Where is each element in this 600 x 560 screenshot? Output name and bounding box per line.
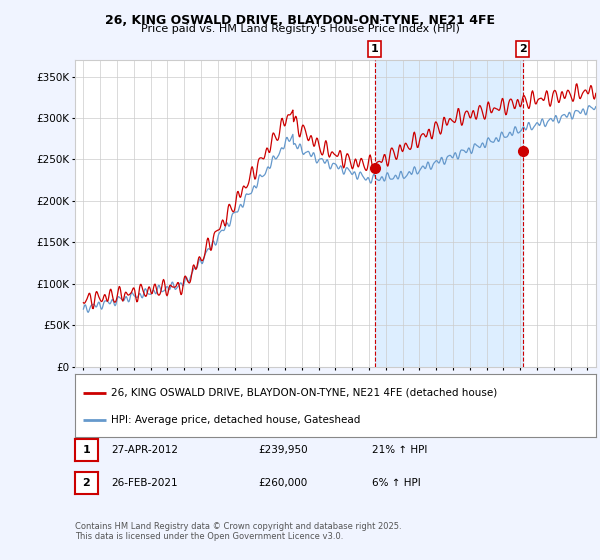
Text: 6% ↑ HPI: 6% ↑ HPI [372,478,421,488]
Text: 2: 2 [83,478,90,488]
Text: 27-APR-2012: 27-APR-2012 [111,445,178,455]
Text: 1: 1 [83,445,90,455]
Text: 26, KING OSWALD DRIVE, BLAYDON-ON-TYNE, NE21 4FE (detached house): 26, KING OSWALD DRIVE, BLAYDON-ON-TYNE, … [112,388,498,398]
Text: Price paid vs. HM Land Registry's House Price Index (HPI): Price paid vs. HM Land Registry's House … [140,24,460,34]
Text: Contains HM Land Registry data © Crown copyright and database right 2025.
This d: Contains HM Land Registry data © Crown c… [75,522,401,542]
Text: £239,950: £239,950 [258,445,308,455]
Text: 21% ↑ HPI: 21% ↑ HPI [372,445,427,455]
Text: £260,000: £260,000 [258,478,307,488]
Text: 2: 2 [519,44,527,54]
Text: 26, KING OSWALD DRIVE, BLAYDON-ON-TYNE, NE21 4FE: 26, KING OSWALD DRIVE, BLAYDON-ON-TYNE, … [105,14,495,27]
Text: 1: 1 [371,44,379,54]
Text: HPI: Average price, detached house, Gateshead: HPI: Average price, detached house, Gate… [112,416,361,426]
Text: 26-FEB-2021: 26-FEB-2021 [111,478,178,488]
Bar [374,60,523,367]
